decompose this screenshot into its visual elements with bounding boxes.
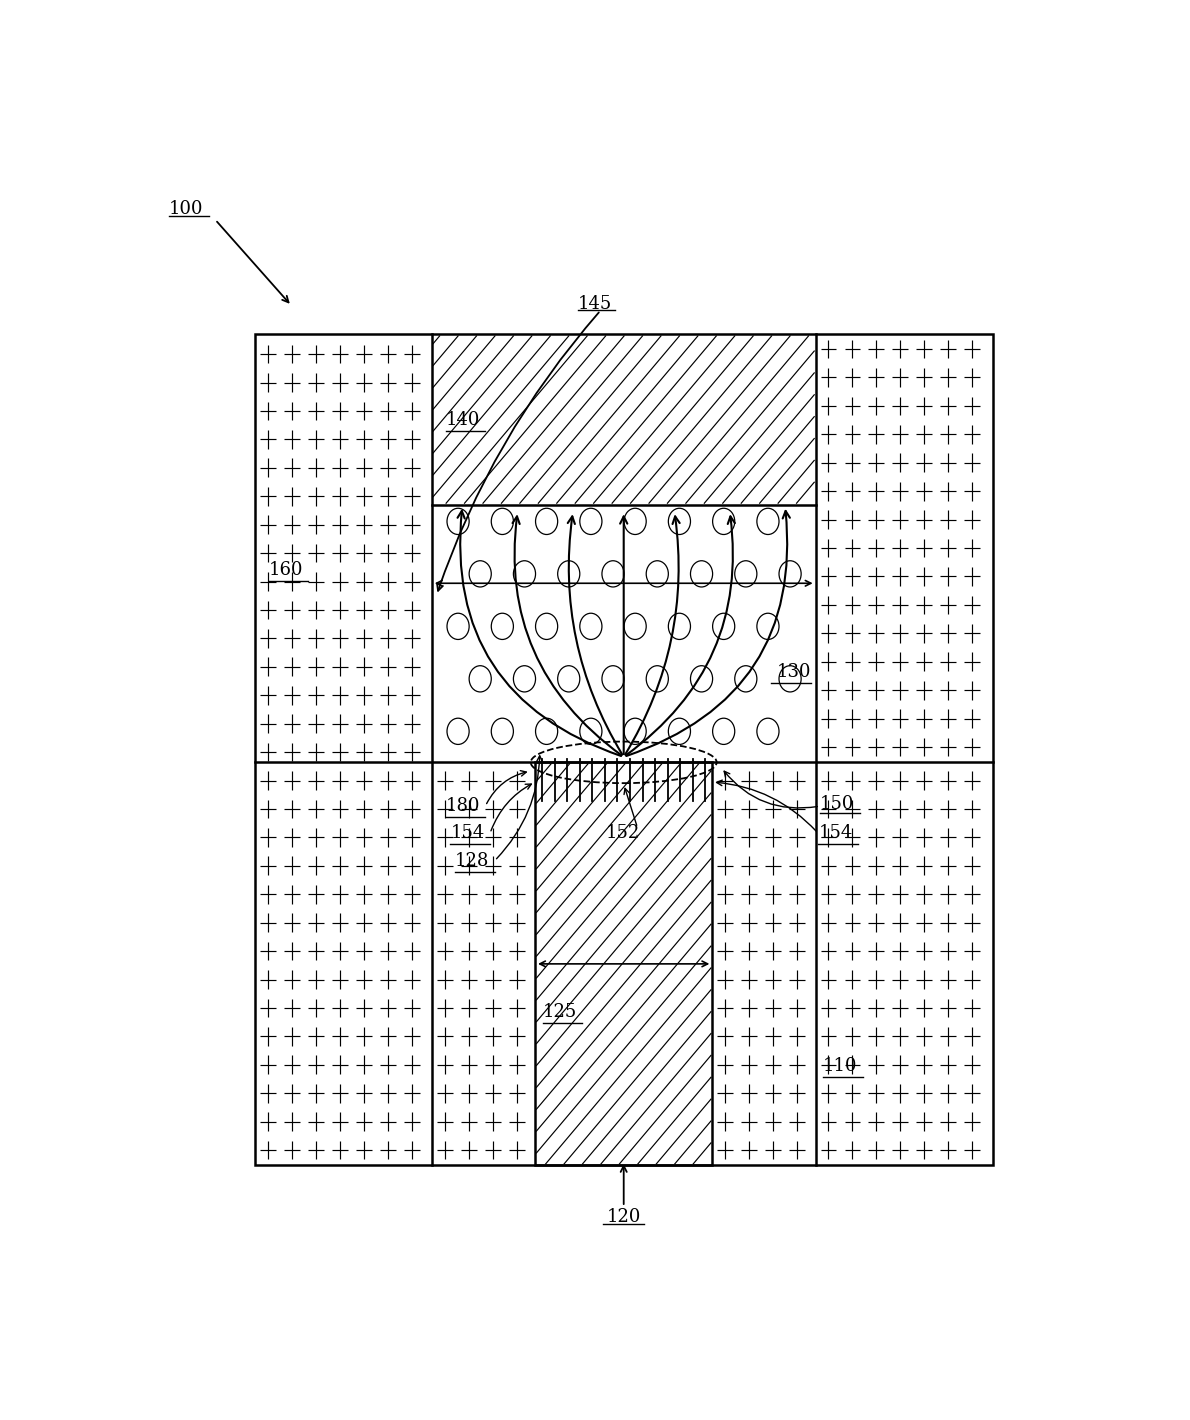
- Text: 130: 130: [776, 663, 810, 682]
- Bar: [432, 504, 815, 763]
- Text: 160: 160: [269, 561, 303, 579]
- Text: 180: 180: [446, 797, 481, 815]
- Bar: [255, 335, 992, 1166]
- Text: 120: 120: [607, 1208, 641, 1225]
- Text: 154: 154: [450, 825, 484, 842]
- Text: 140: 140: [446, 410, 480, 429]
- Text: 125: 125: [543, 1004, 577, 1021]
- Bar: [432, 335, 815, 504]
- Text: 150: 150: [820, 795, 854, 812]
- Text: 152: 152: [606, 825, 639, 842]
- Text: 110: 110: [823, 1056, 858, 1075]
- Text: 100: 100: [169, 200, 203, 217]
- Text: 145: 145: [577, 295, 612, 312]
- Bar: [255, 335, 992, 1166]
- Bar: [536, 763, 713, 1166]
- Text: 154: 154: [819, 825, 852, 842]
- Bar: [536, 763, 713, 1166]
- Text: 128: 128: [455, 852, 489, 870]
